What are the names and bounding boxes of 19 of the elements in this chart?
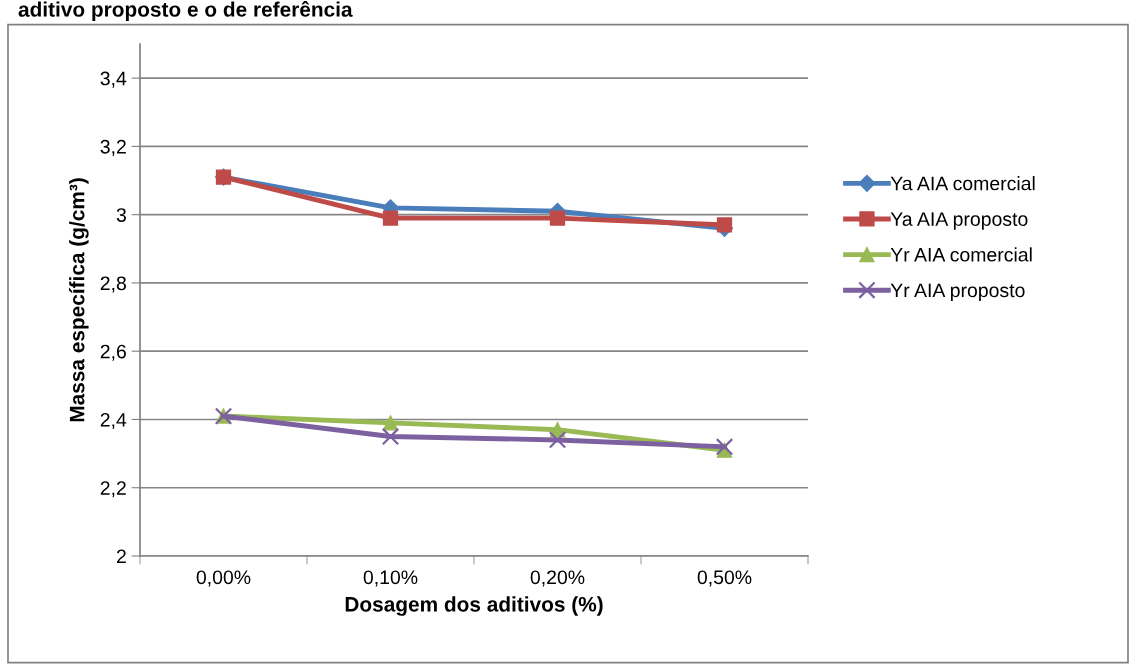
- legend-label: Ya AIA comercial: [890, 176, 1035, 191]
- y-tick-label: 2: [116, 549, 126, 564]
- x-tick-label: 0,10%: [363, 570, 418, 587]
- x-tick-label: 0,50%: [697, 570, 752, 587]
- x-tick-label: 0,00%: [196, 570, 251, 587]
- y-tick-label: 2,6: [100, 344, 126, 361]
- chart-title: aditivo proposto e o de referência: [18, 1, 353, 21]
- y-tick-label: 2,4: [100, 412, 127, 429]
- y-axis-title: Massa específica (g/cm³): [68, 178, 89, 422]
- legend-label: Yr AIA comercial: [890, 247, 1032, 262]
- y-tick-label: 3: [116, 208, 126, 222]
- y-tick-label: 2,8: [100, 276, 126, 293]
- y-tick-label: 3,4: [100, 71, 127, 88]
- x-axis-title: Dosagem dos aditivos (%): [345, 596, 603, 616]
- y-tick-label: 3,2: [100, 139, 126, 156]
- legend-label: Yr AIA proposto: [890, 283, 1025, 302]
- y-tick-label: 2,2: [100, 481, 126, 498]
- x-tick-label: 0,20%: [530, 570, 585, 587]
- legend-label: Ya AIA proposto: [890, 212, 1028, 230]
